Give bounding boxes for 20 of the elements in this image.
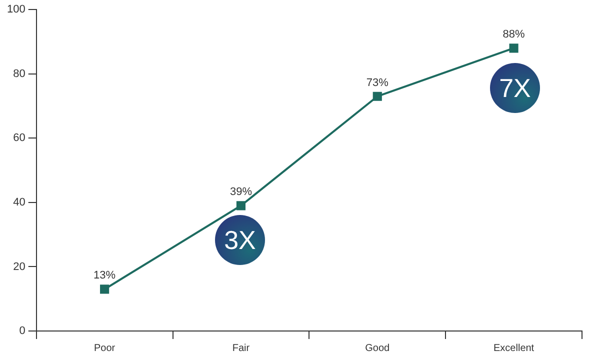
x-tick-label: Good	[365, 342, 390, 354]
circle-badge: 7X	[490, 63, 540, 113]
data-label: 88%	[502, 28, 526, 41]
x-tick-label: Fair	[232, 342, 250, 354]
circle-badge: 3X	[215, 215, 265, 265]
y-tick-label: 80	[13, 68, 26, 80]
y-tick-label: 60	[13, 132, 26, 144]
point	[236, 201, 246, 210]
x-tick-label: Poor	[94, 342, 116, 354]
x-tick-label: Excellent	[494, 342, 534, 354]
point	[372, 92, 382, 101]
y-tick-label: 40	[13, 196, 26, 208]
y-tick-label: 20	[13, 260, 26, 273]
data-label: 13%	[94, 270, 116, 282]
data-label: 73%	[366, 76, 389, 89]
point	[100, 284, 110, 294]
y-tick-label: 0	[19, 325, 26, 338]
point	[509, 44, 518, 53]
y-tick-label: 100	[6, 4, 26, 16]
data-label: 39%	[230, 186, 252, 198]
